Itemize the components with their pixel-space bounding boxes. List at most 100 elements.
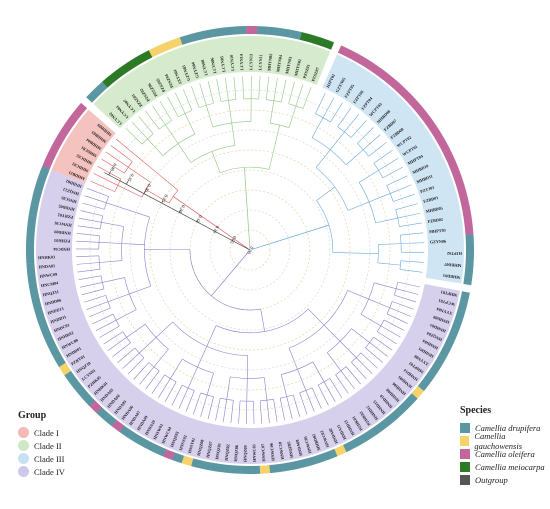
clade3-branch xyxy=(373,149,393,164)
clade4-branch xyxy=(133,362,150,380)
species-ring-segment xyxy=(136,436,149,448)
clade4-branch xyxy=(206,373,214,396)
clade4-branch-arc xyxy=(144,324,169,350)
leaf-label: MHYN02 xyxy=(266,53,273,71)
species-ring-segment xyxy=(423,370,436,384)
scale-ring xyxy=(209,209,291,291)
clade4-branch xyxy=(323,381,336,402)
leaf-label: HNHK02 xyxy=(57,330,75,342)
leaf-label: HNQZ06 xyxy=(233,445,239,462)
clade3-branch xyxy=(322,97,335,118)
leaf-label: HNDD13 xyxy=(47,306,64,316)
species-ring-segment xyxy=(351,435,365,448)
species-ring-segment xyxy=(434,354,447,367)
leaf-label: LCYN05 xyxy=(219,56,226,73)
species-ring-segment xyxy=(269,464,280,474)
species-ring-segment xyxy=(348,50,364,65)
clade2-branch xyxy=(288,81,295,104)
species-ring-segment xyxy=(119,425,133,438)
clade3-branch xyxy=(399,269,423,273)
clade4-branch xyxy=(377,331,397,345)
species-ring-segment xyxy=(417,378,431,392)
species-ring-segment xyxy=(390,407,404,420)
species-ring-segment xyxy=(64,370,77,384)
clade4-branch xyxy=(329,378,343,398)
clade2-branch xyxy=(152,105,166,125)
scale-tick xyxy=(214,230,216,232)
species-ring-segment xyxy=(110,67,125,81)
leaf-label: HNWC06 xyxy=(269,443,276,461)
clade4-branch-arc xyxy=(134,347,145,359)
clade4-branch-arc xyxy=(386,301,393,315)
clade4-branch xyxy=(355,357,373,375)
clade4-branch xyxy=(155,321,173,338)
clade3-branch xyxy=(393,193,415,202)
clade4-branch xyxy=(266,400,270,423)
clade3-branch xyxy=(355,252,379,255)
species-ring-segment xyxy=(69,378,83,392)
species-ring-segment xyxy=(278,27,292,38)
clade4-branch xyxy=(127,357,145,375)
species-ring-segment xyxy=(127,430,141,443)
leaf-label: MHBD02 xyxy=(311,433,321,451)
scale-tick-label: 0.35 xyxy=(126,173,135,183)
clade4-branch xyxy=(89,307,111,318)
clade2-branch xyxy=(274,125,280,148)
clade4-branch xyxy=(264,377,268,401)
clade4-branch xyxy=(397,281,421,288)
leaf-label: PZHK03 xyxy=(54,238,70,244)
clade4-branch-arc xyxy=(220,397,234,401)
clade4-branch xyxy=(121,243,145,245)
group-legend-label: Clade II xyxy=(34,440,62,451)
species-ring-segment xyxy=(76,386,89,399)
leaf-label: FZBD02 xyxy=(427,217,443,224)
leaf-label: MHBD07 xyxy=(444,262,462,268)
leaf-label: MHBD11 xyxy=(416,173,434,184)
clade4-branch xyxy=(76,255,99,257)
leaf-label: HNSY01 xyxy=(187,437,196,454)
leaf-label: HNQZ07 xyxy=(205,441,213,458)
clade2-branch xyxy=(233,76,237,100)
clade4-branch xyxy=(76,233,100,236)
clade4-branch xyxy=(340,370,355,390)
clade4-branch xyxy=(84,195,107,204)
species-ring-segment xyxy=(27,272,37,284)
clade4-branch xyxy=(238,400,241,424)
species-ring-segment xyxy=(103,413,117,427)
species-ring-segment xyxy=(465,234,474,248)
group-legend-swatch xyxy=(18,453,29,464)
clade3-branch xyxy=(350,120,367,138)
scale-tick-label: 0.05 xyxy=(229,235,238,245)
group-legend-label: Clade III xyxy=(34,453,65,464)
clade4-branch xyxy=(288,348,298,370)
scale-axis-line xyxy=(104,172,251,251)
clade2-branch-arc xyxy=(190,145,236,163)
clade4-branch xyxy=(77,268,101,273)
leaf-label: HNWC05 xyxy=(303,436,313,454)
clade2-branch xyxy=(295,84,304,107)
species-ring-segment xyxy=(430,126,444,142)
clade2-branch xyxy=(216,79,222,102)
group-legend: Group Clade I Clade II Clade III Clade IV xyxy=(18,410,65,478)
species-ring-segment xyxy=(144,440,158,453)
species-ring-segment xyxy=(30,291,41,303)
clade4-branch xyxy=(369,342,388,357)
species-ring-segment xyxy=(297,458,310,469)
clade4-branch xyxy=(380,325,401,338)
clade3-branch-arc xyxy=(395,209,400,227)
clade4-branch-arc xyxy=(100,275,105,290)
clade2-branch xyxy=(182,89,193,111)
species-ring-segment xyxy=(67,111,81,125)
species-legend-swatch xyxy=(460,474,470,485)
species-ring-segment xyxy=(306,455,319,467)
leaf-label: HNQZ05 xyxy=(286,441,294,458)
clade4-branch xyxy=(279,398,286,421)
clade1-band xyxy=(51,109,116,184)
clade4-branch-arc xyxy=(122,331,131,343)
leaf-label: HNDD09 xyxy=(54,229,71,236)
clade4-branch xyxy=(187,367,198,389)
clade4-branch-arc xyxy=(230,376,265,379)
clade4-branch xyxy=(365,347,383,363)
scale-ring xyxy=(89,89,411,411)
clade4-branch xyxy=(103,331,124,345)
